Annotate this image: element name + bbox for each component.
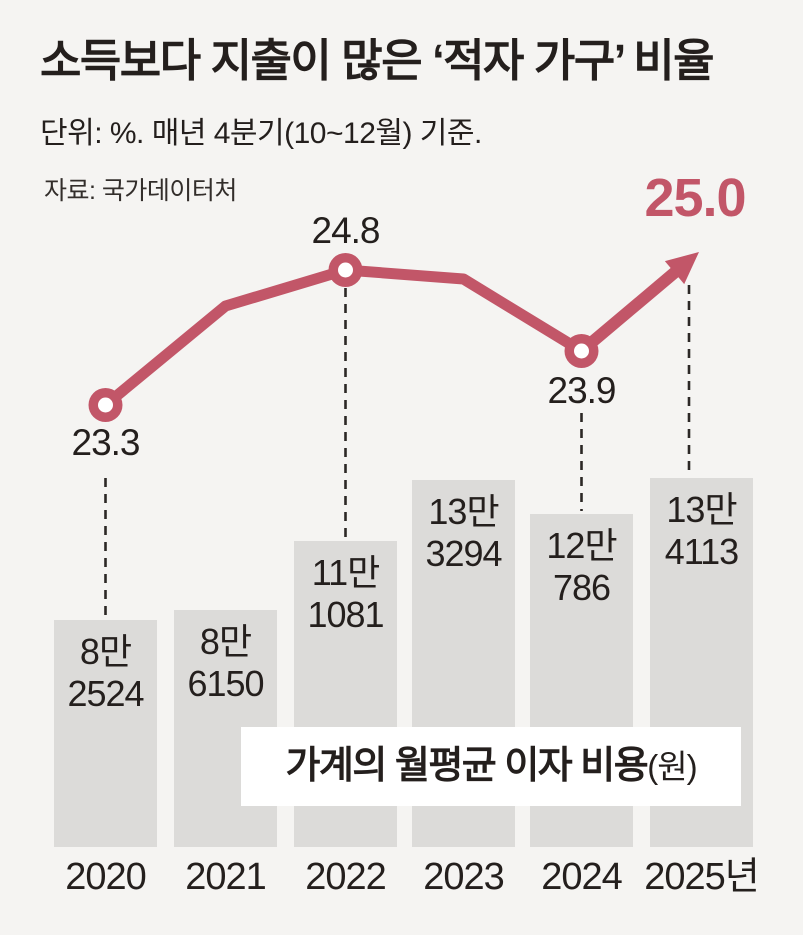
data-point-marker [88,388,123,422]
year-label-2021: 2021 [185,856,267,898]
year-label-2020: 2020 [65,856,147,898]
unit-note: 단위: %. 매년 4분기(10~12월) 기준. [40,117,482,150]
point-value-2024: 23.9 [547,370,616,411]
data-point-marker-center [98,397,113,413]
point-value-2020: 23.3 [71,422,140,463]
point-value-2022: 24.8 [311,210,380,251]
data-source: 자료: 국가데이터처 [44,177,237,205]
bar-value-label: 13만 3294 [425,491,502,574]
year-label-2022: 2022 [305,856,387,898]
bar-chart-caption: 가계의 월평균 이자 비용 (원) [241,727,741,806]
point-value-2025: 25.0 [644,168,746,228]
bar-value-label: 11만 1081 [307,552,384,635]
year-label-2023: 2023 [423,856,505,898]
bar-value-label: 8만 2524 [67,631,144,714]
year-label-2024: 2024 [541,856,623,898]
bar-value-label: 12만 786 [546,525,617,608]
bar-2020: 8만 2524 [54,620,157,847]
caption-unit: (원) [647,748,697,785]
data-point-marker-center [574,343,589,359]
bar-value-label: 8만 6150 [187,621,264,704]
data-point-marker [328,253,363,287]
data-point-marker-center [338,262,353,278]
year-label-2025: 2025년 [644,856,759,898]
bar-value-label: 13만 4113 [664,489,739,572]
data-point-marker [564,334,599,368]
arrow-head-icon [664,252,699,285]
arrow-shaft [577,264,683,356]
trend-line [101,264,585,410]
page-title: 소득보다 지출이 많은 ‘적자 가구’ 비율 [40,35,715,86]
caption-text: 가계의 월평균 이자 비용 [285,745,648,787]
